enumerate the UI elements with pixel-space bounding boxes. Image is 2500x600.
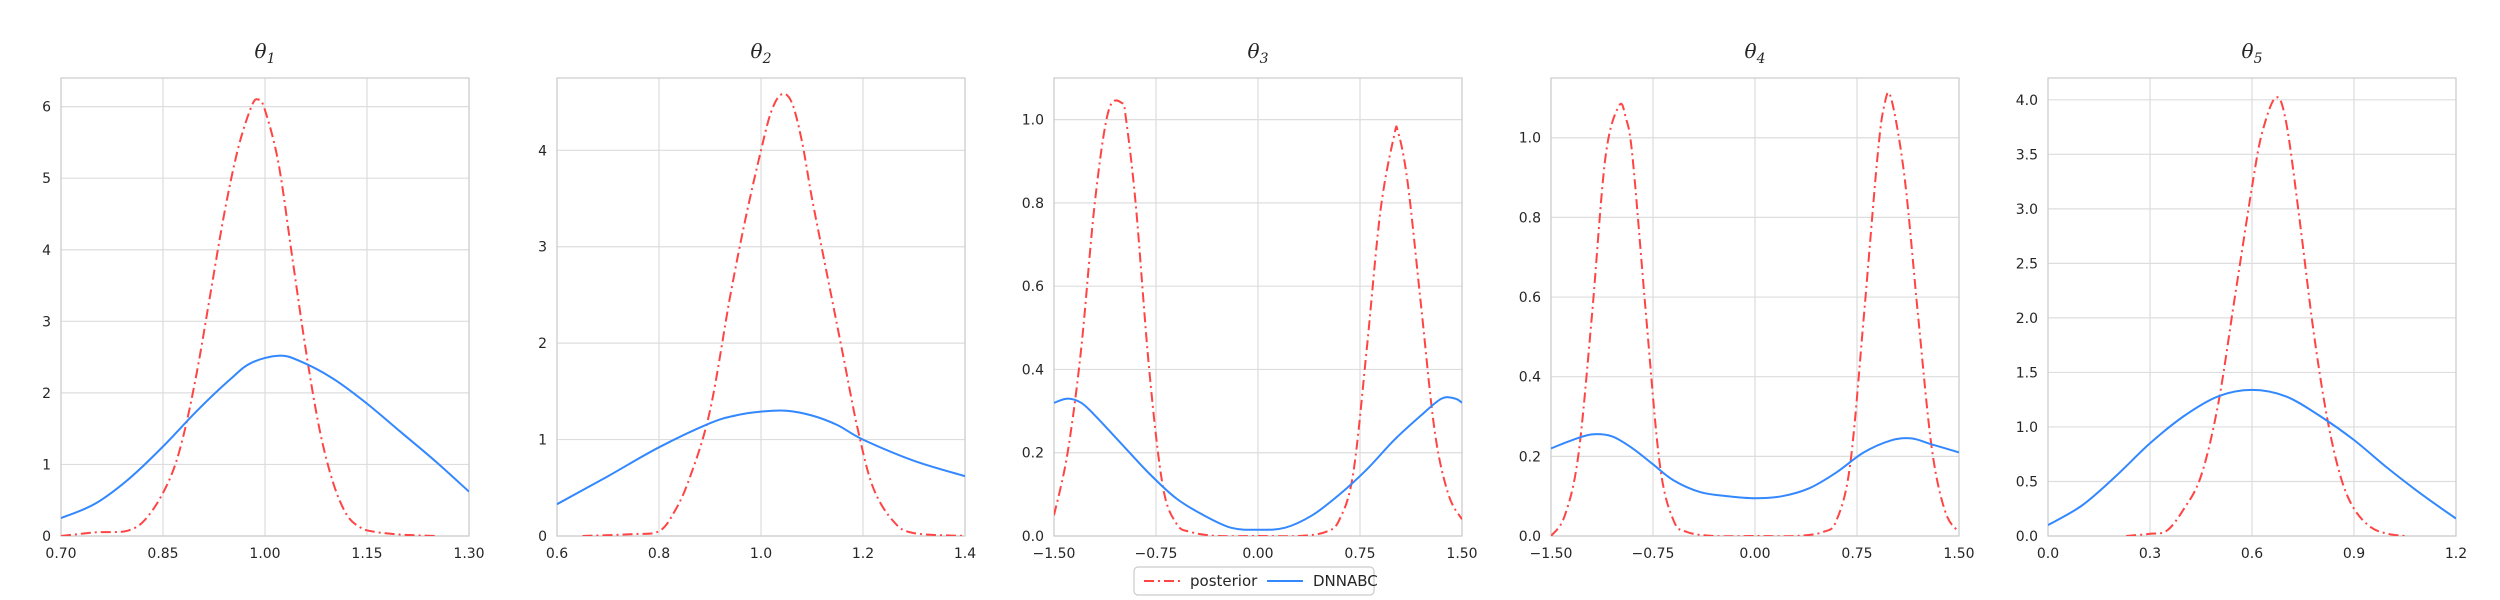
axes-frame	[60, 77, 470, 537]
subplot-title: θ4	[1745, 39, 1766, 67]
series-line-posterior	[1054, 99, 1462, 536]
x-tick-label: 0.6	[2241, 546, 2263, 562]
legend-frame	[1133, 566, 1375, 596]
y-tick-label: 3	[538, 240, 547, 256]
series-line-dnnabc	[557, 409, 965, 506]
y-tick-label: 1	[42, 457, 51, 473]
y-tick-label: 0.0	[2016, 529, 2038, 545]
y-tick-label: 6	[42, 100, 51, 116]
series-line-posterior	[1551, 91, 1959, 536]
y-tick-label: 1.5	[2016, 365, 2038, 381]
y-tick-label: 0.8	[1519, 210, 1541, 226]
y-tick-label: 1	[538, 433, 547, 449]
subplot-title: θ2	[751, 39, 772, 67]
series-line-dnnabc	[2048, 388, 2456, 526]
y-tick-label: 4	[538, 143, 547, 159]
title-symbol: θ	[1248, 39, 1260, 63]
x-tick-label: −0.75	[1632, 546, 1675, 562]
y-tick-label: 0.5	[2016, 474, 2038, 490]
subplot-title: θ5	[2242, 39, 2263, 67]
x-tick-label: 1.2	[2445, 546, 2467, 562]
y-tick-label: 0.8	[1022, 196, 1044, 212]
y-tick-label: 0.4	[1022, 362, 1044, 378]
y-tick-label: 3	[42, 314, 51, 330]
series-line-dnnabc	[1054, 396, 1462, 531]
x-tick-label: 0.3	[2139, 546, 2161, 562]
x-tick-label: 0.70	[45, 546, 76, 562]
x-tick-label: −1.50	[1033, 546, 1076, 562]
x-tick-label: 0.00	[1242, 546, 1273, 562]
y-tick-label: 0.0	[1519, 529, 1541, 545]
series-line-posterior	[582, 92, 965, 536]
y-tick-label: 3.0	[2016, 202, 2038, 218]
y-tick-label: 0.2	[1519, 449, 1541, 465]
x-tick-label: 0.9	[2343, 546, 2365, 562]
y-tick-label: 2	[538, 336, 547, 352]
x-tick-label: 1.00	[249, 546, 280, 562]
title-subscript: 3	[1260, 51, 1269, 67]
y-tick-label: 0.6	[1519, 290, 1541, 306]
x-tick-label: 1.15	[351, 546, 382, 562]
title-symbol: θ	[751, 39, 763, 63]
title-symbol: θ	[2242, 39, 2254, 63]
series-line-posterior	[61, 98, 436, 536]
title-subscript: 5	[2254, 51, 2263, 67]
x-tick-label: 1.2	[852, 546, 874, 562]
x-tick-label: 0.0	[2037, 546, 2059, 562]
y-tick-label: 3.5	[2016, 147, 2038, 163]
y-tick-label: 1.0	[1022, 113, 1044, 129]
y-tick-label: 1.0	[1519, 131, 1541, 147]
y-tick-label: 4.0	[2016, 93, 2038, 109]
x-tick-label: 0.75	[1841, 546, 1872, 562]
x-tick-label: 0.6	[546, 546, 568, 562]
legend: posterior DNNABC	[1133, 566, 1378, 596]
y-tick-label: 5	[42, 171, 51, 187]
y-tick-label: 0.4	[1519, 370, 1541, 386]
x-tick-label: −0.75	[1135, 546, 1178, 562]
y-tick-label: 0.6	[1022, 279, 1044, 295]
x-tick-label: 1.4	[954, 546, 976, 562]
y-tick-label: 0.2	[1022, 446, 1044, 462]
subplot-title: θ1	[255, 39, 276, 67]
title-subscript: 2	[762, 51, 772, 67]
y-tick-label: 0.0	[1022, 529, 1044, 545]
axes-frame	[556, 77, 966, 537]
legend-label-posterior: posterior	[1190, 572, 1258, 590]
x-tick-label: 1.50	[1943, 546, 1974, 562]
series-line-dnnabc	[1551, 433, 1959, 500]
axes-frame	[1550, 77, 1960, 537]
y-tick-label: 2.0	[2016, 311, 2038, 327]
subplot-title: θ3	[1248, 39, 1269, 67]
subplot-4: θ4 −1.50 −0.75 0.00 0.75 1.50 0.0 0.2 0.4 0.6 0.8 1…	[1519, 39, 1975, 562]
series-line-dnnabc	[61, 354, 469, 520]
subplot-3: θ3 −1.50 −0.75 0.00 0.75 1.50 0.0 0.2 0.4 0.6 0.8 1…	[1022, 39, 1478, 562]
x-tick-label: 0.00	[1739, 546, 1770, 562]
y-tick-label: 0	[42, 529, 51, 545]
axes-frame	[2047, 77, 2457, 537]
y-tick-label: 2.5	[2016, 256, 2038, 272]
subplot-5: θ5 0.0 0.3 0.6 0.9 1.2 0.0 0.5 1.0 1.5 2.0 2.5 3.0 3.…	[2016, 39, 2467, 562]
y-tick-label: 1.0	[2016, 420, 2038, 436]
x-tick-label: 1.30	[453, 546, 484, 562]
x-tick-label: 0.85	[147, 546, 178, 562]
title-subscript: 1	[267, 51, 276, 67]
title-subscript: 4	[1756, 51, 1766, 67]
x-tick-label: 1.50	[1446, 546, 1477, 562]
x-tick-label: 0.75	[1344, 546, 1375, 562]
y-tick-label: 4	[42, 243, 51, 259]
x-tick-label: 0.8	[648, 546, 670, 562]
x-tick-label: 1.0	[750, 546, 772, 562]
y-tick-label: 2	[42, 386, 51, 402]
series-line-posterior	[2126, 96, 2406, 536]
y-tick-label: 0	[538, 529, 547, 545]
title-symbol: θ	[255, 39, 267, 63]
legend-label-dnnabc: DNNABC	[1313, 572, 1378, 590]
title-symbol: θ	[1745, 39, 1757, 63]
x-tick-label: −1.50	[1530, 546, 1573, 562]
